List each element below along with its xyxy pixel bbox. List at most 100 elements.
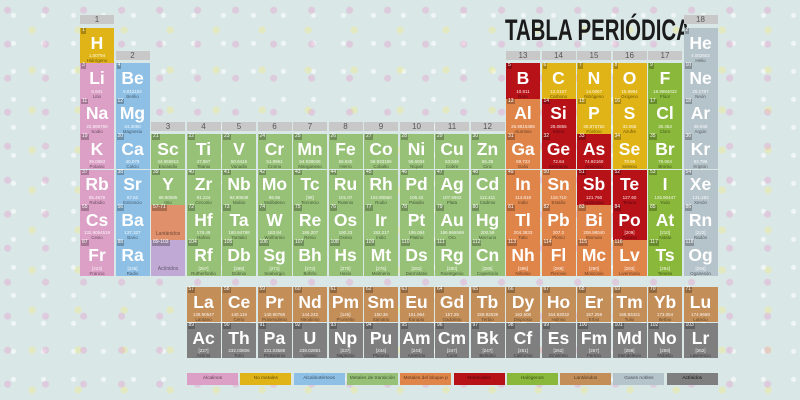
element-cell[interactable]: 98 Cf [251] Californio [506, 322, 540, 359]
element-cell[interactable]: 109 Mt [276] Meitnerio [364, 240, 398, 276]
element-cell[interactable]: 44 Ru 101.07 Rutenio [328, 169, 363, 205]
element-cell[interactable]: 108 Hs [270] Hasio [328, 240, 363, 276]
element-cell[interactable]: 36 Kr 83.798 Kriptón [683, 134, 718, 170]
element-cell[interactable]: 41 Nb 92.90638 Niobio [222, 169, 256, 205]
element-cell[interactable]: 56 Ba 137.327 Bario [115, 204, 150, 241]
element-cell[interactable]: 10 Ne 20.1797 Neón [683, 63, 718, 99]
element-cell[interactable]: 3 Li 6.941 Litio [80, 63, 114, 99]
element-cell[interactable]: 31 Ga 69.723 Galio [506, 134, 540, 170]
element-cell[interactable]: 12 Mg 24.3050 Magnesio [115, 98, 150, 135]
element-cell[interactable]: 51 Sb 121.760 Antimonio [577, 169, 611, 205]
element-cell[interactable]: 25 Mn 54.938045 Manganeso [293, 134, 327, 170]
element-cell[interactable]: 97 Bk [247] Berkelio [470, 322, 505, 359]
element-cell[interactable]: 16 S 32.065 Azufre [612, 98, 647, 135]
element-cell[interactable]: 74 W 183.84 Wolframio [257, 204, 292, 241]
element-cell[interactable]: 96 Cm [247] Curio [435, 322, 469, 359]
element-cell[interactable]: 116 Lv [293] Livermorio [612, 240, 647, 276]
element-cell[interactable]: 117 Ts [294] Teneso [648, 240, 682, 276]
element-cell[interactable]: 27 Co 58.933195 Cobalto [364, 134, 398, 170]
element-cell[interactable]: 83 Bi 208.98040 Bismuto [577, 204, 611, 241]
element-cell[interactable]: 90 Th 232.03806 Torio [222, 322, 256, 359]
element-cell[interactable]: 80 Hg 200.59 Mercurio [470, 204, 505, 241]
element-cell[interactable]: 102 No [259] Nobelio [648, 322, 682, 359]
element-cell[interactable]: 46 Pd 106.42 Paladio [399, 169, 434, 205]
element-cell[interactable]: 21 Sc 44.955912 Escandio [151, 134, 185, 170]
element-cell[interactable]: 82 Pb 207.2 Plomo [541, 204, 576, 241]
element-cell[interactable]: 71 Lu 174.9668 Lutecio [683, 286, 718, 323]
element-cell[interactable]: 63 Eu 151.964 Europio [399, 286, 434, 323]
element-cell[interactable]: 85 At [210] Astato [648, 204, 682, 241]
element-cell[interactable]: 13 Al 26.9815386 Aluminio [506, 98, 540, 135]
element-cell[interactable]: 47 Ag 107.8682 Plata [435, 169, 469, 205]
element-cell[interactable]: 76 Os 190.23 Osmio [328, 204, 363, 241]
element-cell[interactable]: 110 Ds [281] Darmstatio [399, 240, 434, 276]
element-cell[interactable]: 104 Rf [267] Rutherfordio [186, 240, 221, 276]
element-cell[interactable]: 60 Nd 144.242 Neodimio [293, 286, 327, 323]
element-cell[interactable]: 100 Fm [257] Fermio [577, 322, 611, 359]
element-cell[interactable]: 111 Rg [280] Roentgenio [435, 240, 469, 276]
element-cell[interactable]: 28 Ni 58.6934 Níquel [399, 134, 434, 170]
element-cell[interactable]: 115 Mc [290] Moscovio [577, 240, 611, 276]
element-cell[interactable]: 1 H 1.00794 Hidrógeno [80, 27, 114, 64]
element-cell[interactable]: 106 Sg [271] Seaborgio [257, 240, 292, 276]
element-cell[interactable]: 57 La 138.90547 Lantano [186, 286, 221, 323]
element-cell[interactable]: 114 Fl [289] Flerovio [541, 240, 576, 276]
element-cell[interactable]: 17 Cl 35.453 Cloro [648, 98, 682, 135]
element-cell[interactable]: 2 He 4.002602 Helio [683, 27, 718, 64]
element-cell[interactable]: 91 Pa 231.03588 Protactinio [257, 322, 292, 359]
element-cell[interactable]: 75 Re 186.207 Renio [293, 204, 327, 241]
element-cell[interactable]: 89 Ac [227] Actinio [186, 322, 221, 359]
element-cell[interactable]: 39 Y 88.90585 Itrio [151, 169, 185, 205]
element-cell[interactable]: 58 Ce 140.116 Cerio [222, 286, 256, 323]
element-cell[interactable]: 105 Db [268] Dubnio [222, 240, 256, 276]
element-cell[interactable]: 40 Zr 91.224 Circonio [186, 169, 221, 205]
element-cell[interactable]: 7 N 14.0067 Nitrógeno [577, 63, 611, 99]
element-cell[interactable]: 59 Pr 140.90765 Praseodimio [257, 286, 292, 323]
element-cell[interactable]: 19 K 39.0983 Potasio [80, 134, 114, 170]
element-cell[interactable]: 73 Ta 180.94788 Tantalio [222, 204, 256, 241]
element-cell[interactable]: 55 Cs 132.9054519 Cesio [80, 204, 114, 241]
element-cell[interactable]: 101 Md [258] Mendelevio [612, 322, 647, 359]
element-cell[interactable]: 4 Be 9.012182 Berilio [115, 63, 150, 99]
element-cell[interactable]: 50 Sn 118.710 Estaño [541, 169, 576, 205]
element-cell[interactable]: 52 Te 127.60 Telurio [612, 169, 647, 205]
element-cell[interactable]: 62 Sm 150.36 Samario [364, 286, 398, 323]
element-cell[interactable]: 48 Cd 112.411 Cadmio [470, 169, 505, 205]
element-cell[interactable]: 78 Pt 195.084 Platino [399, 204, 434, 241]
element-cell[interactable]: 87 Fr [223] Francio [80, 240, 114, 276]
element-cell[interactable]: 65 Tb 158.92535 Terbio [470, 286, 505, 323]
element-cell[interactable]: 53 I 126.90447 Yodo [648, 169, 682, 205]
element-cell[interactable]: 49 In 114.818 Indio [506, 169, 540, 205]
element-cell[interactable]: 67 Ho 164.93032 Holmio [541, 286, 576, 323]
element-cell[interactable]: 93 Np [237] Neptunio [328, 322, 363, 359]
element-cell[interactable]: 61 Pm [145] Prometio [328, 286, 363, 323]
element-cell[interactable]: 70 Yb 173.054 Iterbio [648, 286, 682, 323]
element-cell[interactable]: 79 Au 196.966569 Oro [435, 204, 469, 241]
element-cell[interactable]: 9 F 18.9984032 Flúor [648, 63, 682, 99]
element-cell[interactable]: 84 Po [209] Polonio [612, 204, 647, 241]
element-cell[interactable]: 33 As 74.92160 Arsénico [577, 134, 611, 170]
element-cell[interactable]: 6 C 12.0107 Carbono [541, 63, 576, 99]
element-cell[interactable]: 20 Ca 40.078 Calcio [115, 134, 150, 170]
element-cell[interactable]: 77 Ir 192.217 Iridio [364, 204, 398, 241]
element-cell[interactable]: 69 Tm 168.93421 Tulio [612, 286, 647, 323]
element-cell[interactable]: 113 Nh [286] Nihonio [506, 240, 540, 276]
element-cell[interactable]: 26 Fe 55.845 Hierro [328, 134, 363, 170]
element-cell[interactable]: 94 Pu [244] Plutonio [364, 322, 398, 359]
element-cell[interactable]: 54 Xe 131.293 Xenón [683, 169, 718, 205]
element-cell[interactable]: 24 Cr 51.9961 Cromo [257, 134, 292, 170]
element-cell[interactable]: 86 Rn [222] Radón [683, 204, 718, 241]
element-cell[interactable]: 64 Gd 157.25 Gadolinio [435, 286, 469, 323]
element-cell[interactable]: 107 Bh [272] Bohrio [293, 240, 327, 276]
element-cell[interactable]: 118 Og [294] Oganesón [683, 240, 718, 276]
element-cell[interactable]: 15 P 30.973762 Fósforo [577, 98, 611, 135]
element-cell[interactable]: 38 Sr 87.62 Estroncio [115, 169, 150, 205]
element-cell[interactable]: 22 Ti 47.867 Titanio [186, 134, 221, 170]
element-cell[interactable]: 99 Es [252] Einstenio [541, 322, 576, 359]
element-cell[interactable]: 42 Mo 95.96 Molibdeno [257, 169, 292, 205]
element-cell[interactable]: 11 Na 22.989769 Sodio [80, 98, 114, 135]
element-cell[interactable]: 14 Si 28.0855 Silicio [541, 98, 576, 135]
element-cell[interactable]: 5 B 10.811 Boro [506, 63, 540, 99]
element-cell[interactable]: 23 V 50.9415 Vanadio [222, 134, 256, 170]
element-cell[interactable]: 8 O 15.9994 Oxígeno [612, 63, 647, 99]
